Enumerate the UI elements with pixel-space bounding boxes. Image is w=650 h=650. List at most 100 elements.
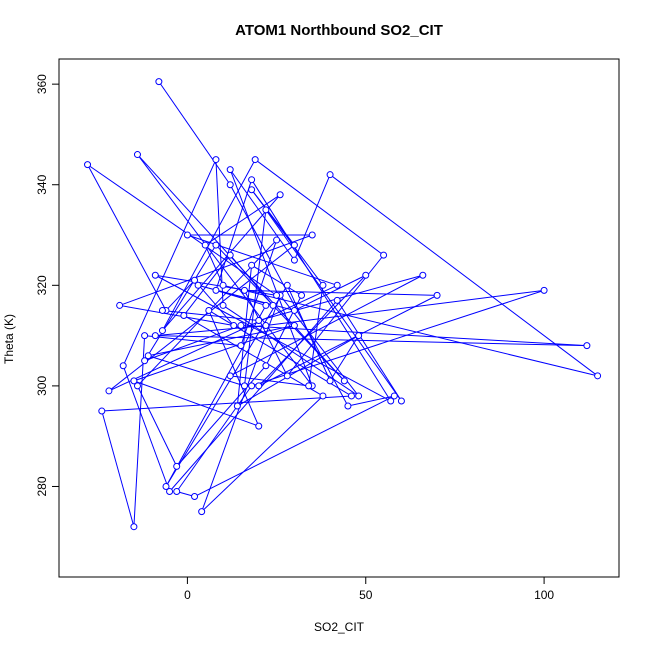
series-line-segment [244,289,438,296]
data-point [219,281,227,289]
series-line-segment [119,234,313,306]
data-point [162,482,170,490]
series-line-segment [87,164,167,311]
data-point [183,231,191,239]
data-point [133,151,141,159]
data-point [151,332,159,340]
data-point [116,301,124,309]
x-axis: 0 50 100 [184,576,554,602]
data-point [173,462,181,470]
data-point [226,166,234,174]
data-point [98,407,106,415]
y-tick-label: 300 [35,376,49,396]
data-point [158,327,166,335]
series-line-segment [336,300,402,402]
series-line-segment [137,385,178,467]
series-line-segment [197,284,274,306]
data-point [240,382,248,390]
series-line-segment [183,254,231,316]
series-line-segment [144,325,242,362]
data-point [319,281,327,289]
series-line-segment [119,304,234,327]
series-line-segment [165,285,288,487]
data-point [212,156,220,164]
data-point [355,332,363,340]
data-point [540,286,548,294]
series-line-segment [229,274,424,377]
y-tick-label: 320 [35,275,49,295]
data-point [319,392,327,400]
data-point [344,402,352,410]
series-line-segment [155,335,587,347]
series-line-segment [258,274,367,387]
y-axis-label: Theta (K) [2,314,16,364]
series-line-segment [161,159,256,331]
series-line-segment [187,234,338,286]
series-line-segment [258,294,438,387]
data-point [255,317,263,325]
series-line-segment [133,380,259,427]
data-point [298,291,306,299]
data-point [205,306,213,314]
data-point [290,256,298,264]
data-point [144,352,152,360]
data-point [255,422,263,430]
data-point [433,291,441,299]
data-point [380,251,388,259]
data-point [130,523,138,531]
series-line-segment [294,274,366,311]
data-point [248,176,256,184]
series-line-segment [162,309,259,322]
series-line-segment [229,169,313,387]
data-point [419,271,427,279]
data-point [290,322,298,330]
series-line-segment [194,279,235,326]
series-line-segment [165,279,195,311]
data-point [269,301,277,309]
data-point [166,488,174,496]
series-line-segment [133,335,146,527]
data-point [233,402,241,410]
series-line-segment [240,325,587,347]
data-point [130,377,138,385]
data-point [390,392,398,400]
series-line-segment [108,284,338,392]
series-line-segment [144,335,241,347]
x-tick-label: 0 [184,588,191,602]
data-point [333,281,341,289]
series-line-segment [165,305,267,487]
data-point [583,342,591,350]
data-point [355,392,363,400]
x-axis-label: SO2_CIT [314,620,365,634]
series-line-segment [222,284,598,377]
data-point [219,301,227,309]
data-point [276,191,284,199]
data-point [155,78,163,86]
series-line-segment [122,159,217,366]
data-point [212,286,220,294]
series-line-segment [148,355,245,387]
series-layer [84,78,602,531]
data-point [84,161,92,169]
series-line-segment [308,285,324,386]
y-tick-label: 340 [35,174,49,194]
series-line-segment [137,154,313,387]
series-line-segment [101,410,135,527]
series-line-segment [254,159,384,256]
series-line-segment [244,290,288,377]
data-point [191,276,199,284]
data-point [180,311,188,319]
series-line-segment [183,315,324,397]
data-point [333,296,341,304]
data-point [283,372,291,380]
series-line-segment [155,274,277,296]
series-line-segment [201,395,324,512]
data-point [226,251,234,259]
data-point [151,271,159,279]
series-line-segment [258,274,423,321]
data-point [141,332,149,340]
data-point [194,281,202,289]
series-line-segment [229,254,274,306]
data-point [133,382,141,390]
